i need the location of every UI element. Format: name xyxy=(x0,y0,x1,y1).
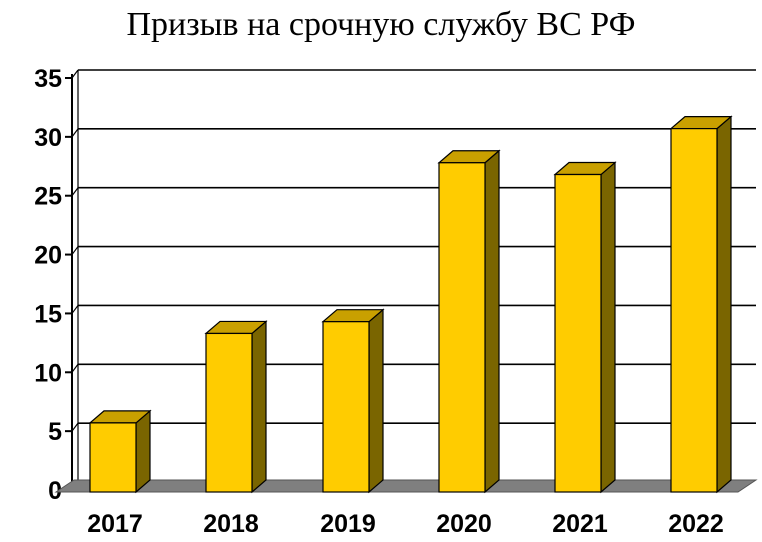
bar-2021 xyxy=(554,173,602,493)
y-tick-label: 20 xyxy=(34,242,62,270)
y-tick-connector-30 xyxy=(71,128,79,138)
chart-title: Призыв на срочную службу ВС РФ xyxy=(126,6,636,43)
y-tick-label: 15 xyxy=(34,300,62,328)
bar-side-2022 xyxy=(716,115,732,494)
bar-2017 xyxy=(89,422,137,493)
y-tick-label: 10 xyxy=(34,359,62,387)
y-tick-connector-10 xyxy=(71,363,79,373)
bar-2018 xyxy=(205,332,253,493)
y-tick-connector-20 xyxy=(71,246,79,255)
y-tick-label: 30 xyxy=(34,124,62,152)
bar-2019 xyxy=(322,321,370,493)
x-tick-label: 2017 xyxy=(87,510,143,538)
bar-side-2019 xyxy=(368,308,384,494)
bar-side-2017 xyxy=(135,409,151,494)
y-tick-label: 35 xyxy=(34,65,62,93)
y-tick-label: 25 xyxy=(34,183,62,211)
y-tick-label: 5 xyxy=(48,418,62,446)
x-tick-label: 2020 xyxy=(436,510,492,538)
bar-2020 xyxy=(438,162,486,493)
bar-side-2020 xyxy=(484,149,500,494)
y-tick-connector-15 xyxy=(71,305,79,314)
bar-side-2021 xyxy=(600,161,616,494)
x-tick-label: 2019 xyxy=(320,510,376,538)
y-tick-label: 0 xyxy=(48,477,62,505)
x-tick-label: 2018 xyxy=(203,510,259,538)
y-tick-connector-25 xyxy=(71,187,79,197)
chart-floor xyxy=(54,479,758,493)
y-tick-connector-5 xyxy=(71,422,79,432)
x-tick-label: 2021 xyxy=(552,510,608,538)
x-tick-label: 2022 xyxy=(668,510,724,538)
bar-side-2018 xyxy=(251,320,267,494)
bar-2022 xyxy=(670,128,718,493)
y-tick-connector-35 xyxy=(71,69,79,79)
